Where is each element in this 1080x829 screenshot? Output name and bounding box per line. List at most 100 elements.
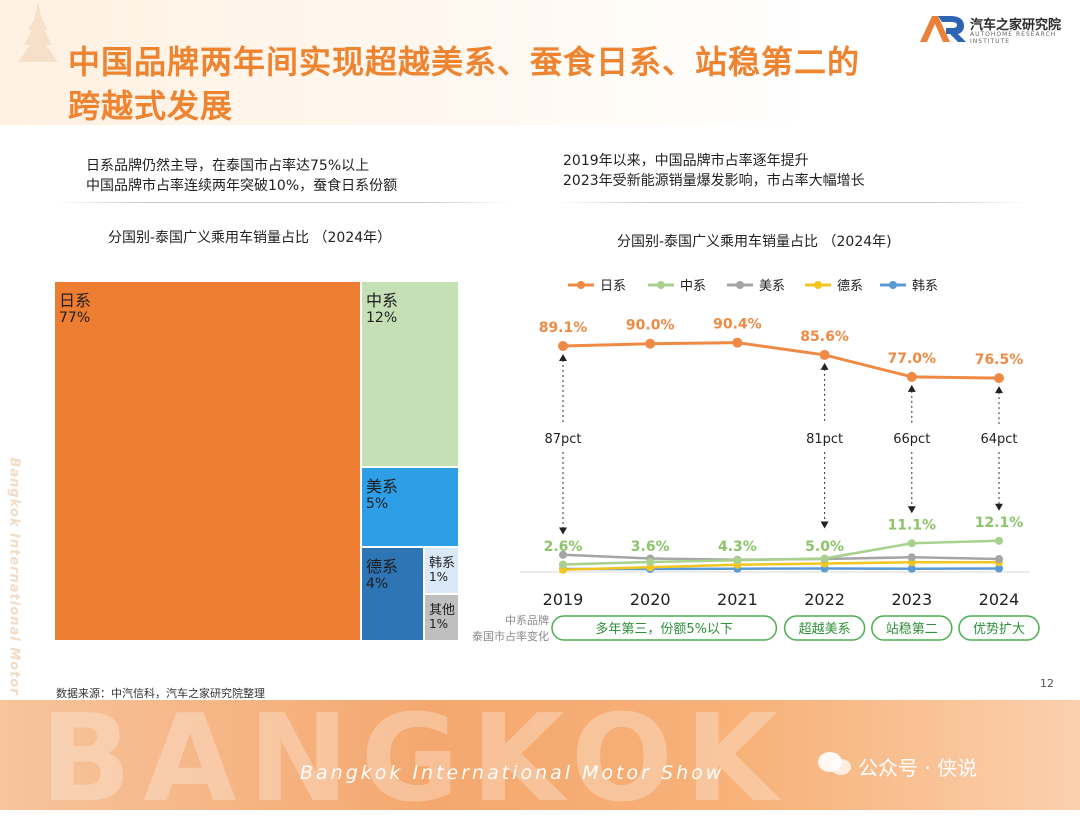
- treemap-cell-kr: 韩系 1%: [425, 548, 460, 595]
- data-label-jp: 77.0%: [888, 351, 937, 367]
- page-title-line1: 中国品牌两年间实现超越美系、蚕食日系、站稳第二的: [68, 43, 861, 81]
- data-label-cn: 5.0%: [805, 539, 844, 555]
- x-tick-label: 2019: [543, 590, 584, 609]
- gap-arrow-down-2019: [559, 527, 567, 535]
- data-label-cn: 2.6%: [544, 539, 583, 555]
- gap-label-2022: 81pct: [806, 432, 843, 447]
- data-label-cn: 11.1%: [888, 517, 937, 533]
- gap-arrow-up-2019: [559, 354, 567, 361]
- data-label-cn: 4.3%: [718, 539, 757, 555]
- series-line-jp: [562, 341, 1000, 380]
- legend-marker-us: [736, 281, 744, 289]
- left-note-line2: 中国品牌市占率连续两年突破10%，蚕食日系份额: [86, 178, 398, 194]
- gap-arrow-down-2022: [820, 521, 829, 529]
- treemap-label-other: 其他: [429, 603, 456, 618]
- treemap: 日系 77% 中系 12% 美系 5% 德系 4% 韩系 1% 其他 1%: [55, 282, 460, 642]
- bottom-event-text: Bangkok International Motor Show: [300, 762, 725, 784]
- legend-label-us: 美系: [759, 279, 785, 294]
- phase-pill-2: [871, 615, 953, 641]
- series-point-jp: [906, 371, 917, 382]
- x-tick-label: 2020: [630, 590, 671, 609]
- wechat-watermark: 公众号 · 侠说: [858, 756, 978, 780]
- x-tick-label: 2023: [891, 590, 932, 609]
- phase-pill-0: [551, 615, 778, 641]
- gap-label-2023: 66pct: [893, 432, 930, 447]
- series-point-cn: [646, 558, 655, 566]
- page-title-line2: 跨越式发展: [68, 87, 234, 125]
- right-note: 2019年以来，中国品牌市占率逐年提升 2023年受新能源销量爆发影响，市占率大…: [563, 151, 865, 191]
- series-point-cn: [559, 560, 567, 569]
- legend-label-de: 德系: [837, 279, 863, 294]
- legend-marker-cn: [657, 281, 665, 289]
- phase-pill-label-2: 站稳第二: [886, 621, 938, 637]
- left-divider: [56, 202, 511, 203]
- treemap-cell-other: 其他 1%: [425, 595, 460, 642]
- line-chart: 日系 中系 美系 德系 韩系 89.1% 90.0% 90.4% 85.6% 77.0% 76.5%…: [472, 279, 1040, 643]
- series-point-jp: [732, 337, 743, 348]
- data-label-cn: 12.1%: [975, 515, 1024, 531]
- series-point-cn: [733, 556, 742, 565]
- phase-row-label-line2: 泰国市占率变化: [472, 629, 549, 643]
- treemap-label-de: 德系: [366, 557, 399, 576]
- linechart-title: 分国别-泰国广义乘用车销量占比 （2024年): [617, 234, 892, 250]
- page-title: 中国品牌两年间实现超越美系、蚕食日系、站稳第二的 跨越式发展: [68, 40, 860, 128]
- series-line-kr: [563, 567, 1000, 571]
- data-label-jp: 85.6%: [800, 329, 849, 345]
- series-point-cn: [995, 536, 1003, 545]
- legend-marker-jp: [577, 281, 585, 289]
- legend-label-kr: 韩系: [912, 279, 938, 294]
- treemap-value-kr: 1%: [429, 570, 449, 584]
- series-point-us: [995, 555, 1003, 563]
- series-point-jp: [819, 349, 830, 360]
- gap-arrow-down-2023: [907, 506, 916, 514]
- treemap-value-jp: 77%: [59, 310, 91, 326]
- series-point-us: [559, 550, 567, 559]
- series-point-cn: [907, 539, 916, 548]
- brand-subtitle: AUTOHOME RESEARCH INSTITUTE: [970, 31, 1057, 45]
- series-line-de: [562, 561, 999, 571]
- gap-label-2024: 64pct: [980, 432, 1017, 447]
- data-source: 数据来源：中汽信科，汽车之家研究院整理: [56, 687, 265, 700]
- bottom-big-text: BANGKOK: [40, 690, 790, 829]
- treemap-label-jp: 日系: [59, 291, 92, 310]
- gap-arrow-up-2023: [907, 384, 916, 392]
- gap-arrow-up-2024: [995, 386, 1003, 394]
- treemap-cell-de: 德系 4%: [362, 548, 425, 642]
- series-point-us: [907, 553, 916, 562]
- bottom-band: [0, 700, 1080, 810]
- treemap-label-cn: 中系: [366, 291, 399, 310]
- series-point-jp: [645, 338, 656, 349]
- treemap-label-kr: 韩系: [429, 556, 456, 571]
- treemap-cell-jp: 日系 77%: [55, 282, 362, 642]
- left-note-line1: 日系品牌仍然主导，在泰国市占率达75%以上: [86, 158, 370, 174]
- treemap-title: 分国别-泰国广义乘用车销量占比 （2024年）: [108, 230, 392, 246]
- treemap-value-de: 4%: [366, 576, 389, 592]
- header-background: [0, 0, 1080, 125]
- legend-label-cn: 中系: [680, 279, 706, 294]
- series-point-cn: [820, 554, 829, 563]
- legend-marker-de: [814, 281, 822, 289]
- right-divider: [557, 202, 1027, 203]
- phase-pill-label-3: 优势扩大: [973, 621, 1025, 637]
- phase-pill-3: [958, 615, 1040, 641]
- phase-pill-label-0: 多年第三，份额5%以下: [595, 621, 733, 637]
- treemap-cell-cn: 中系 12%: [362, 282, 460, 468]
- phase-pill-1: [783, 615, 866, 641]
- data-label-jp: 89.1%: [539, 320, 588, 336]
- x-tick-label: 2024: [979, 590, 1020, 609]
- treemap-value-other: 1%: [429, 617, 449, 631]
- phase-row-label-line1: 中系品牌: [505, 613, 549, 627]
- series-point-jp: [558, 341, 568, 351]
- series-line-cn: [562, 539, 1000, 566]
- right-note-line2: 2023年受新能源销量爆发影响，市占率大幅增长: [563, 173, 865, 189]
- right-note-line1: 2019年以来，中国品牌市占率逐年提升: [563, 153, 809, 169]
- gap-label-2019: 87pct: [544, 432, 581, 447]
- brand-logo: [920, 16, 966, 42]
- left-note: 日系品牌仍然主导，在泰国市占率达75%以上 中国品牌市占率连续两年突破10%，蚕…: [86, 156, 397, 196]
- gap-arrow-up-2022: [820, 362, 829, 370]
- page-number: 12: [1040, 677, 1054, 690]
- series-point-kr: [995, 564, 1003, 573]
- data-label-cn: 3.6%: [631, 539, 670, 555]
- data-label-jp: 90.4%: [713, 317, 762, 333]
- legend-marker-kr: [889, 281, 897, 289]
